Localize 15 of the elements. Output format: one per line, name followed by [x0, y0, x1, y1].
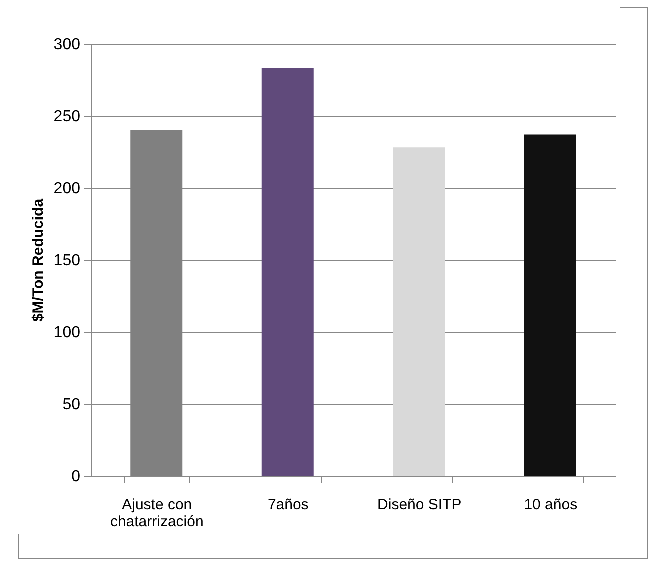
- bar: [262, 68, 314, 476]
- bar: [393, 148, 446, 476]
- y-tick-label: 250: [54, 108, 81, 126]
- x-tick-label: Ajuste con chatarrización: [110, 496, 204, 530]
- bar: [524, 134, 576, 476]
- y-tick-label: 200: [54, 180, 81, 198]
- x-tick-label: 10 años: [524, 496, 578, 514]
- y-axis-title: $M/Ton Reducida: [30, 198, 47, 322]
- y-tick-label: 100: [54, 324, 81, 342]
- x-tick-label: Diseño SITP: [378, 496, 462, 514]
- y-tick-label: 300: [54, 36, 81, 54]
- y-tick-label: 150: [54, 252, 81, 270]
- y-tick-label: 0: [72, 468, 81, 486]
- y-tick-label: 50: [62, 396, 81, 414]
- x-tick-label: 7años: [268, 496, 309, 514]
